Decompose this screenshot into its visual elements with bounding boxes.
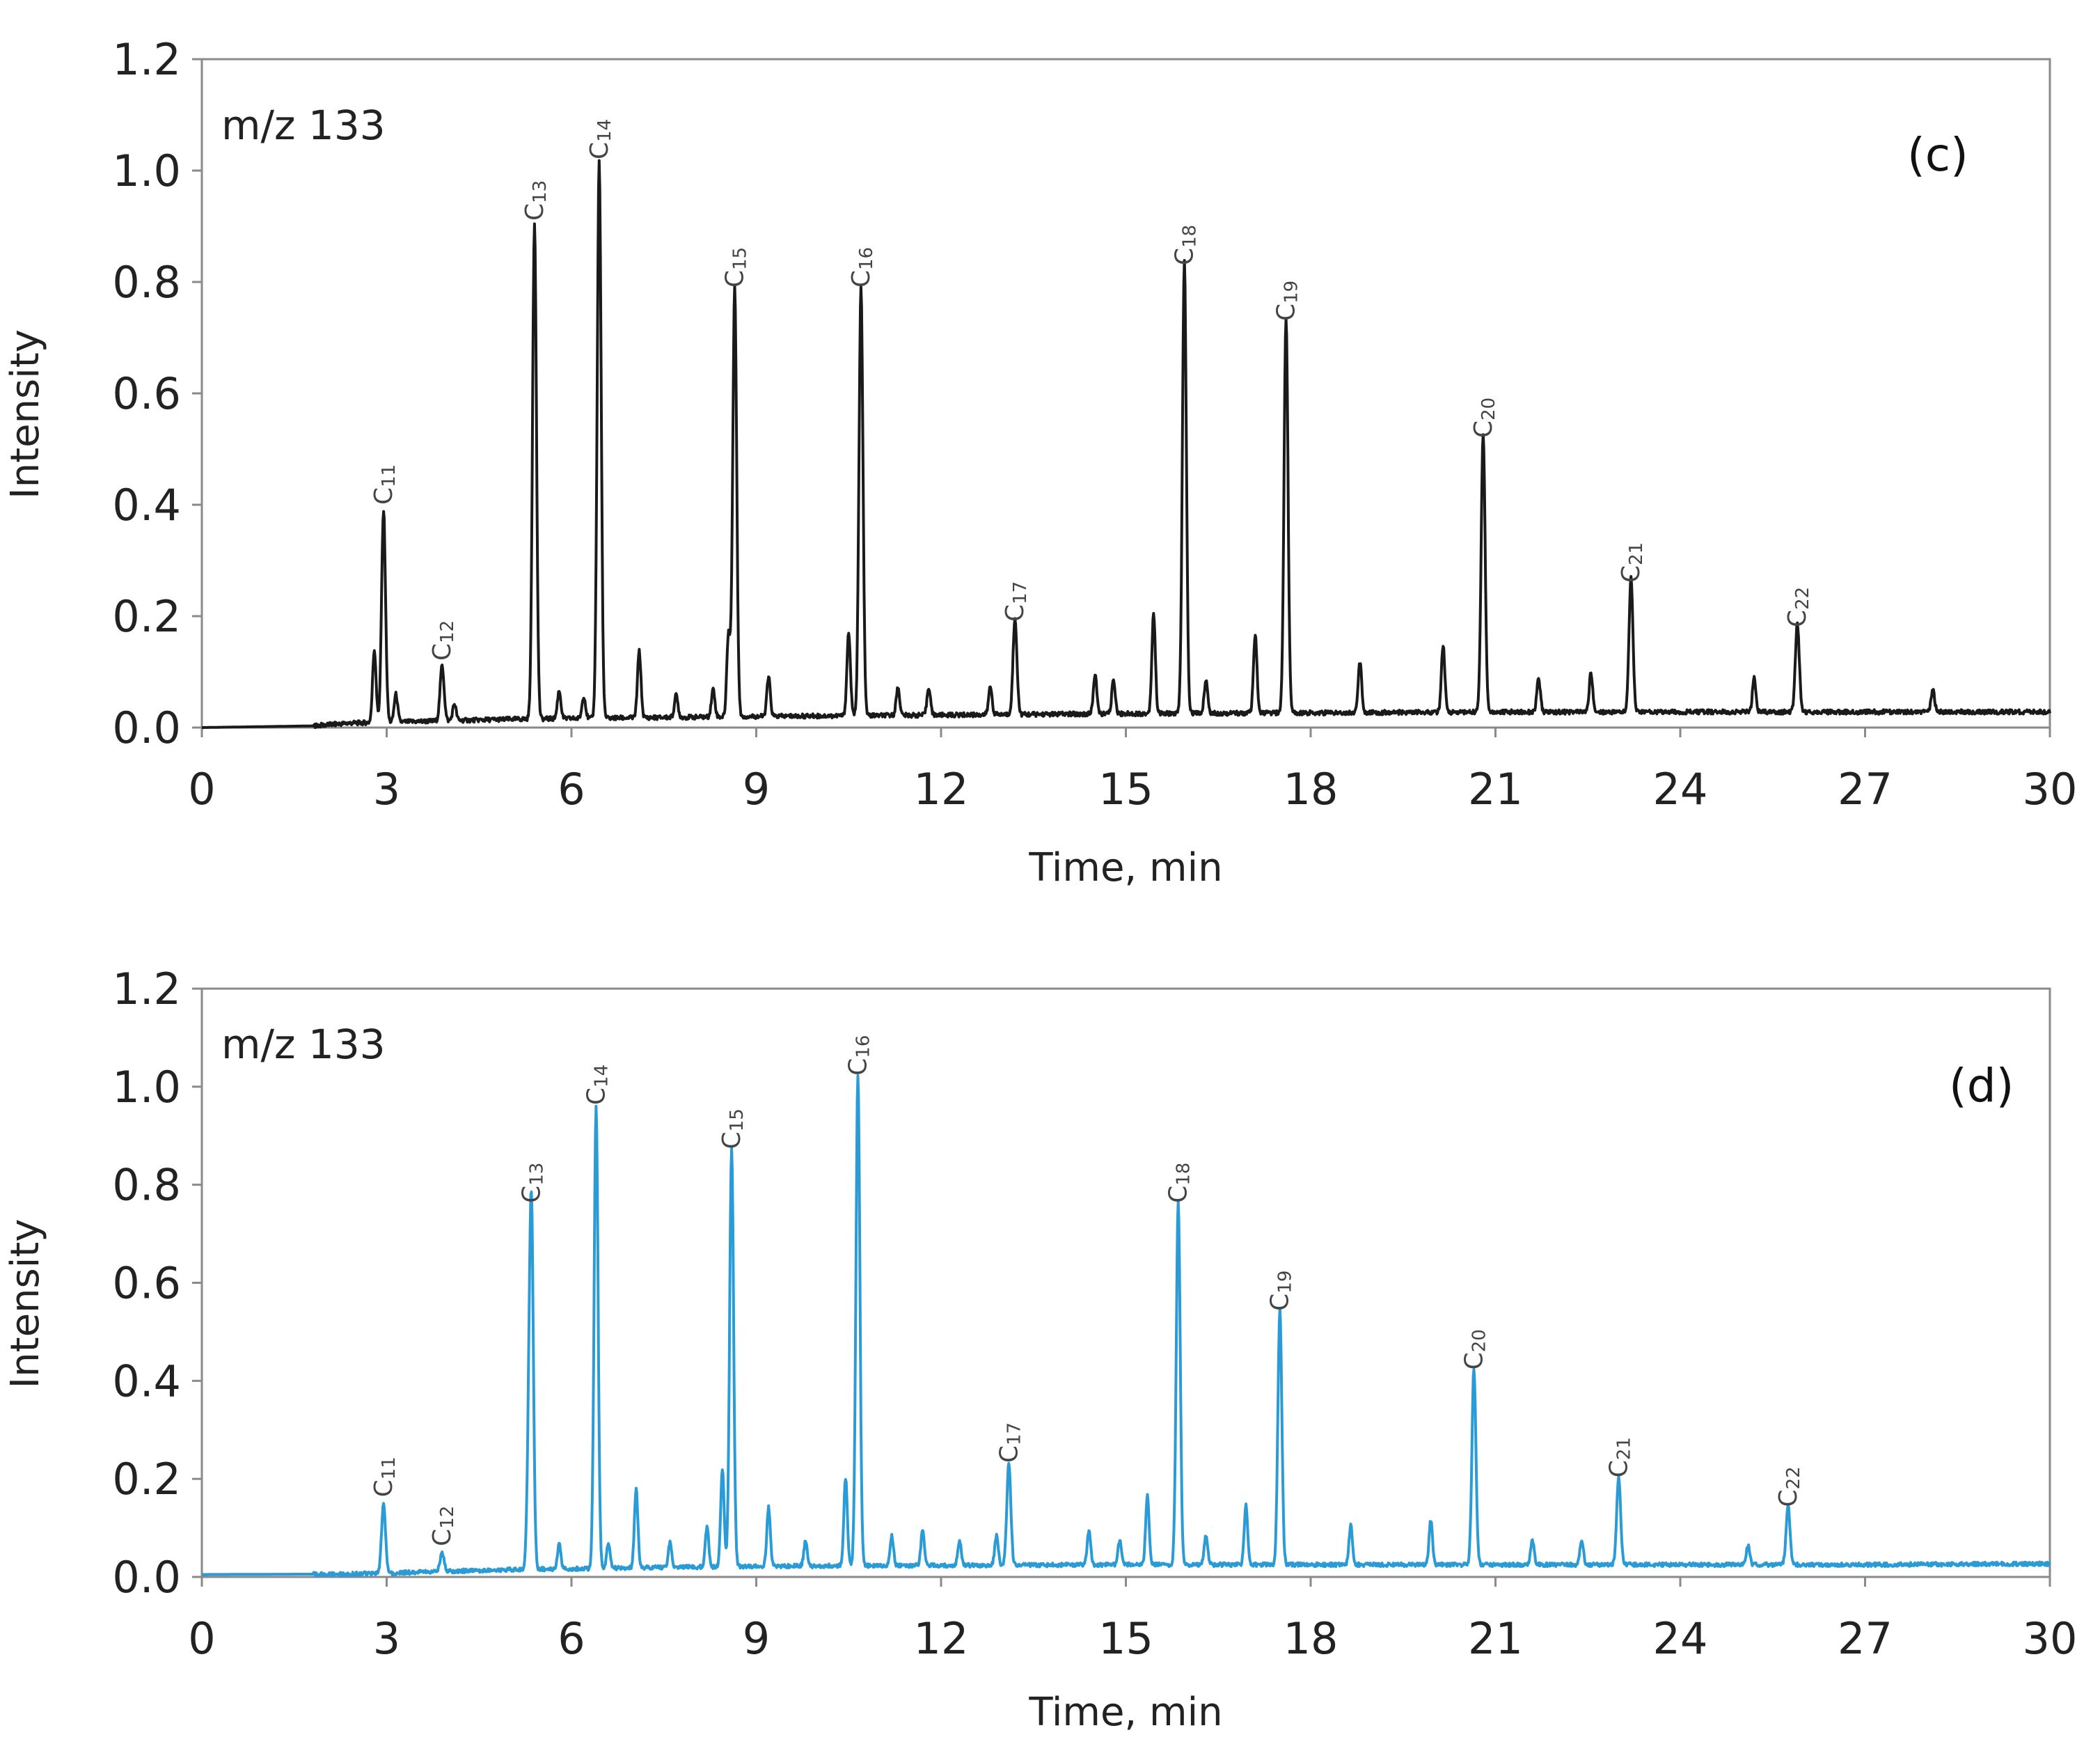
peak-label-c17: C17	[1001, 581, 1031, 622]
x-tick-label: 3	[373, 764, 400, 815]
x-tick-label: 12	[914, 1613, 969, 1664]
chart-panel-c: 0.0 0.2 0.4 0.6 0.8 1.0 1.2 0 3 6 9 12 15 18 21 24 27 30 T…	[3, 34, 2077, 890]
x-tick-label: 18	[1284, 1613, 1339, 1664]
peak-label-c11: C11	[370, 1456, 400, 1497]
y-tick-label: 0.2	[112, 1454, 181, 1505]
peak-label-c19: C19	[1272, 281, 1302, 321]
x-tick-label: 24	[1653, 764, 1708, 815]
plot-frame	[200, 987, 2051, 1578]
x-tick-label: 27	[1838, 1613, 1893, 1664]
peak-label-c11: C11	[370, 464, 400, 505]
panel-label: (d)	[1949, 1059, 2014, 1113]
x-tick-label: 18	[1284, 764, 1339, 815]
peak-label-c22: C22	[1783, 587, 1813, 627]
x-tick-label: 15	[1098, 764, 1153, 815]
x-tick-label: 3	[373, 1613, 400, 1664]
peak-label-c16: C16	[844, 1035, 874, 1076]
y-tick-label: 0.8	[112, 1160, 181, 1211]
x-tick-label: 30	[2023, 764, 2078, 815]
y-tick-label: 0.0	[112, 1552, 181, 1603]
plot-frame	[200, 58, 2051, 729]
peak-label-c16: C16	[847, 247, 877, 288]
peak-label-c12: C12	[428, 620, 458, 661]
x-tick-label: 6	[558, 764, 585, 815]
peak-label-c15: C15	[721, 247, 751, 288]
peak-label-c12: C12	[428, 1506, 458, 1546]
y-tick-label: 0.4	[112, 1356, 181, 1406]
peak-label-c14: C14	[582, 1065, 612, 1105]
y-tick-label: 0.8	[112, 257, 181, 308]
y-tick-label: 0.4	[112, 480, 181, 531]
x-axis-title: Time, min	[1028, 1690, 1222, 1735]
x-tick-label: 9	[743, 1613, 770, 1664]
x-tick-label: 0	[188, 764, 215, 815]
peak-label-c21: C21	[1617, 542, 1647, 583]
y-tick-label: 1.0	[112, 146, 181, 196]
peak-label-c13: C13	[521, 180, 551, 221]
y-tick-label: 1.2	[112, 964, 181, 1014]
peak-label-c18: C18	[1165, 1163, 1194, 1203]
peak-label-c20: C20	[1469, 398, 1499, 438]
peak-label-c14: C14	[585, 119, 615, 159]
y-tick-label: 0.6	[112, 1258, 181, 1309]
chromatogram-trace	[200, 1074, 2051, 1578]
y-axis-title: Intensity	[3, 329, 48, 499]
peak-label-c20: C20	[1460, 1329, 1490, 1369]
x-axis-title: Time, min	[1028, 845, 1222, 890]
y-tick-label: 0.2	[112, 591, 181, 642]
y-tick-label: 1.0	[112, 1062, 181, 1113]
peak-label-c13: C13	[517, 1163, 547, 1203]
y-tick-label: 0.6	[112, 368, 181, 419]
x-tick-label: 6	[558, 1613, 585, 1664]
peak-label-c15: C15	[718, 1108, 748, 1149]
chromatogram-trace	[200, 159, 2051, 729]
peak-label-c21: C21	[1605, 1437, 1635, 1477]
y-tick-label: 0.0	[112, 702, 181, 753]
y-tick-label: 1.2	[112, 34, 181, 85]
mz-label: m/z 133	[221, 1021, 386, 1068]
panel-label: (c)	[1907, 128, 1968, 182]
x-tick-label: 9	[743, 764, 770, 815]
peak-label-c19: C19	[1266, 1271, 1296, 1311]
mz-label: m/z 133	[221, 102, 386, 149]
peak-label-c17: C17	[995, 1422, 1025, 1463]
peak-label-c22: C22	[1774, 1466, 1804, 1507]
x-tick-label: 0	[188, 1613, 215, 1664]
x-tick-label: 12	[914, 764, 969, 815]
x-tick-label: 21	[1468, 764, 1523, 815]
x-tick-label: 21	[1468, 1613, 1523, 1664]
chart-panel-d: 0.0 0.2 0.4 0.6 0.8 1.0 1.2 0 3 6 9 12 15 18 21 24 27 30 T…	[3, 964, 2077, 1735]
x-tick-label: 15	[1098, 1613, 1153, 1664]
x-tick-label: 27	[1838, 764, 1893, 815]
peak-label-c18: C18	[1171, 225, 1201, 265]
x-tick-label: 30	[2023, 1613, 2078, 1664]
y-axis-title: Intensity	[3, 1219, 48, 1389]
x-tick-label: 24	[1653, 1613, 1708, 1664]
